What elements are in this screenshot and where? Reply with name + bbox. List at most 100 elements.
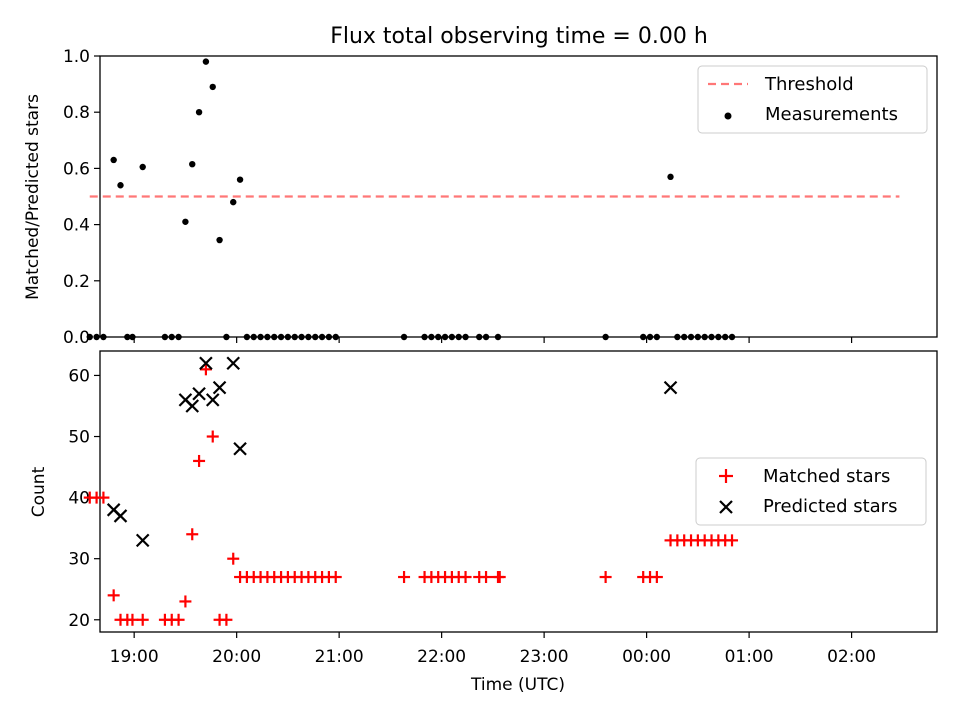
xtick-label: 22:00: [417, 647, 466, 667]
plot-count-legend: Matched stars Predicted stars: [695, 457, 927, 526]
legend-measurements-swatch: [724, 112, 732, 120]
plot-ratio-legend: Threshold Measurements: [697, 65, 928, 134]
measurement-point: [653, 333, 661, 341]
measurement-point: [602, 333, 609, 341]
measurement-point: [325, 333, 333, 341]
ytick-label: 50: [68, 428, 90, 448]
measurement-point: [701, 333, 708, 341]
xtick-label: 01:00: [725, 647, 774, 667]
predicted-point: [226, 356, 241, 370]
matched-point: [126, 613, 139, 626]
figure-title: Flux total observing time = 0.00 h: [330, 24, 708, 49]
matched-point: [220, 613, 233, 626]
measurement-point: [161, 333, 169, 341]
measurement-point: [494, 333, 502, 341]
plot-ratio-ylabel: Matched/Predicted stars: [23, 94, 43, 300]
plot-count-xlabel: Time (UTC): [470, 675, 565, 695]
measurement-point: [674, 333, 681, 341]
ytick-label: 1.0: [63, 47, 90, 67]
measurement-point: [129, 333, 136, 341]
measurement-point: [189, 160, 196, 168]
ytick-label: 0.0: [63, 328, 90, 348]
ytick-label: 0.6: [63, 159, 90, 179]
xtick-label: 23:00: [520, 647, 569, 667]
xtick-label: 21:00: [315, 647, 364, 667]
plot-ratio-yaxis: 0.0 0.2 0.4 0.6 0.8 1.0: [63, 47, 100, 348]
legend-box: [695, 457, 927, 526]
ytick-label: 0.2: [63, 272, 90, 292]
matched-point: [459, 571, 472, 584]
predicted-point: [185, 399, 200, 413]
matched-point: [493, 571, 506, 584]
measurement-point: [639, 333, 647, 341]
measurement-point: [271, 333, 278, 341]
legend-threshold-label: Threshold: [764, 74, 854, 95]
legend-matched-label: Matched stars: [763, 466, 890, 487]
measurement-point: [277, 333, 285, 341]
measurement-point: [312, 333, 319, 341]
measurement-point: [257, 333, 264, 341]
predicted-point: [113, 509, 128, 523]
measurement-point: [462, 333, 469, 341]
measurement-point: [298, 333, 305, 341]
measurement-point: [291, 333, 298, 341]
measurement-point: [421, 333, 428, 341]
legend-box: [697, 65, 928, 134]
predicted-point: [205, 393, 220, 407]
matched-point: [650, 571, 663, 584]
ytick-label: 0.8: [63, 103, 90, 123]
measurement-point: [728, 333, 736, 341]
measurement-point: [117, 182, 124, 189]
matched-point: [227, 552, 240, 565]
measurement-point: [202, 58, 210, 65]
measurement-point: [318, 333, 326, 341]
measurement-point: [236, 176, 244, 183]
predicted-point: [212, 380, 227, 395]
measurement-point: [400, 333, 408, 341]
matched-point: [107, 589, 120, 602]
measurement-point: [721, 333, 729, 341]
matched-point: [136, 613, 149, 626]
legend-predicted-label: Predicted stars: [763, 496, 897, 517]
measurement-point: [139, 163, 146, 171]
measurement-point: [243, 333, 251, 341]
matched-point: [172, 613, 185, 626]
measurement-point: [284, 333, 292, 341]
ytick-label: 40: [68, 489, 90, 509]
measurement-point: [86, 333, 93, 341]
plot-count: Count Time (UTC) 20 30 40 50 60 19:00 20:00 21…: [29, 350, 938, 695]
ytick-label: 0.4: [63, 216, 90, 236]
ytick-label: 60: [68, 366, 90, 386]
predicted-point: [663, 380, 678, 395]
measurement-point: [216, 236, 223, 244]
plot-ratio: Matched/Predicted stars 0.0 0.2 0.4 0.6 0.8 1…: [23, 47, 938, 348]
measurement-point: [680, 333, 688, 341]
measurement-point: [448, 333, 456, 341]
measurement-point: [428, 333, 435, 341]
measurement-point: [455, 333, 462, 341]
plot-count-xaxis: 19:00 20:00 21:00 22:00 23:00 00:00 01:00 02:00: [110, 632, 876, 667]
legend-matched-swatch: [719, 469, 733, 483]
measurement-point: [250, 333, 257, 341]
measurement-point: [110, 156, 117, 164]
predicted-point: [192, 386, 206, 401]
measurement-point: [305, 333, 312, 341]
measurement-point: [435, 333, 442, 341]
matched-point: [329, 571, 342, 584]
measurement-point: [441, 333, 449, 341]
predicted-point: [135, 533, 150, 548]
matched-point: [599, 571, 612, 584]
measurement-point: [100, 333, 107, 341]
matched-point: [97, 491, 110, 504]
matched-point: [193, 454, 206, 467]
plot-ratio-marks: [86, 58, 900, 341]
measurement-point: [687, 333, 695, 341]
measurement-point: [195, 109, 203, 116]
xtick-label: 20:00: [212, 647, 261, 667]
measurement-point: [646, 333, 654, 341]
xtick-label: 00:00: [622, 647, 671, 667]
measurement-point: [715, 333, 722, 341]
measurement-point: [482, 333, 490, 341]
measurement-point: [694, 333, 702, 341]
